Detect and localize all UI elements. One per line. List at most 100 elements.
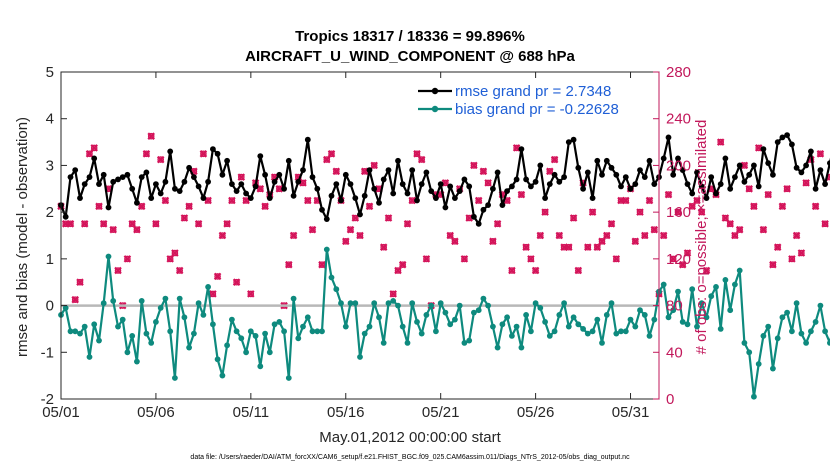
bias-point <box>328 274 335 281</box>
rmse-point <box>281 185 287 192</box>
bias-point <box>309 328 316 335</box>
bias-point <box>613 330 620 337</box>
bias-point <box>646 333 653 339</box>
rmse-point <box>812 185 819 192</box>
obs-assimilated-marker <box>128 220 136 228</box>
bias-point <box>760 333 767 339</box>
rmse-point <box>257 153 264 160</box>
bias-point <box>271 321 278 328</box>
bias-point <box>81 323 88 330</box>
rmse-point <box>143 169 150 176</box>
rmse-point <box>252 183 259 190</box>
rmse-point <box>153 181 159 188</box>
rmse-point <box>480 206 487 213</box>
rmse-point <box>314 185 321 192</box>
bias-point <box>205 284 212 290</box>
y-tick-label-right: 200 <box>666 157 691 174</box>
x-tick-label: 05/11 <box>233 404 269 421</box>
y-tick-label: 0 <box>46 298 54 315</box>
obs-assimilated-marker <box>137 202 146 211</box>
legend-swatch-marker <box>431 105 439 113</box>
bias-point <box>314 328 321 335</box>
rmse-point <box>490 185 496 192</box>
bias-point <box>134 358 140 365</box>
obs-assimilated-marker <box>76 278 84 286</box>
rmse-point <box>328 192 335 199</box>
bias-point <box>418 330 425 337</box>
rmse-point <box>689 190 696 197</box>
rmse-point <box>646 157 653 164</box>
bias-point <box>162 295 169 302</box>
rmse-point <box>746 171 753 178</box>
obs-assimilated-marker <box>479 167 488 176</box>
bias-point <box>765 323 772 330</box>
obs-assimilated-marker <box>788 255 796 263</box>
obs-assimilated-marker <box>413 150 421 158</box>
obs-assimilated-marker <box>228 196 236 205</box>
bias-point <box>713 284 719 290</box>
bias-point <box>243 349 250 356</box>
obs-assimilated-marker <box>565 243 573 251</box>
rmse-point <box>589 195 596 202</box>
bias-point <box>338 300 344 307</box>
obs-assimilated-marker <box>603 231 611 240</box>
rmse-point <box>760 146 767 153</box>
obs-assimilated-marker <box>588 208 597 216</box>
obs-assimilated-marker <box>99 220 108 228</box>
rmse-point <box>96 181 102 188</box>
obs-assimilated-marker <box>356 231 364 240</box>
bias-point <box>200 312 207 318</box>
obs-assimilated-marker <box>574 266 583 275</box>
bias-point <box>589 328 596 335</box>
bias-point <box>793 300 800 307</box>
bias-point <box>399 323 406 330</box>
bias-point <box>580 326 586 332</box>
rmse-point <box>385 167 392 174</box>
rmse-point <box>532 178 539 185</box>
bias-point <box>247 328 254 335</box>
bias-point <box>285 375 292 381</box>
rmse-point <box>827 160 830 166</box>
obs-assimilated-marker <box>697 208 706 216</box>
bias-point <box>608 300 615 307</box>
obs-assimilated-marker <box>323 155 331 164</box>
bias-point <box>637 307 643 314</box>
obs-assimilated-marker <box>769 260 777 269</box>
obs-assimilated-marker <box>261 202 269 211</box>
obs-assimilated-marker <box>636 208 644 216</box>
bias-point <box>437 300 444 307</box>
bias-point <box>812 319 819 325</box>
bias-point <box>219 372 226 379</box>
rmse-point <box>148 195 155 202</box>
bias-point <box>119 316 126 323</box>
bias-point <box>67 328 74 335</box>
bias-point <box>157 305 164 311</box>
rmse-point <box>437 181 444 188</box>
rmse-point <box>542 195 548 202</box>
obs-assimilated-marker <box>612 255 621 263</box>
bias-point <box>822 328 828 335</box>
rmse-point <box>138 174 145 181</box>
rmse-point <box>266 195 273 202</box>
obs-assimilated-marker <box>598 237 606 246</box>
rmse-point <box>338 197 344 204</box>
bias-point <box>689 286 696 293</box>
obs-assimilated-marker <box>365 202 374 211</box>
obs-assimilated-marker <box>716 138 725 146</box>
rmse-point <box>618 183 624 190</box>
obs-assimilated-marker <box>593 243 602 251</box>
obs-assimilated-marker <box>123 255 132 263</box>
rmse-point <box>784 132 790 139</box>
obs-assimilated-marker <box>142 150 151 158</box>
rmse-point <box>637 167 643 174</box>
rmse-point <box>285 157 292 164</box>
bias-point <box>195 300 202 307</box>
obs-assimilated-marker <box>403 220 412 228</box>
rmse-point <box>119 174 126 181</box>
bias-point <box>238 335 245 342</box>
obs-assimilated-marker <box>85 150 94 158</box>
bias-point <box>732 281 738 288</box>
obs-assimilated-marker <box>531 266 540 275</box>
rmse-point <box>371 185 378 192</box>
bias-point <box>675 288 681 295</box>
